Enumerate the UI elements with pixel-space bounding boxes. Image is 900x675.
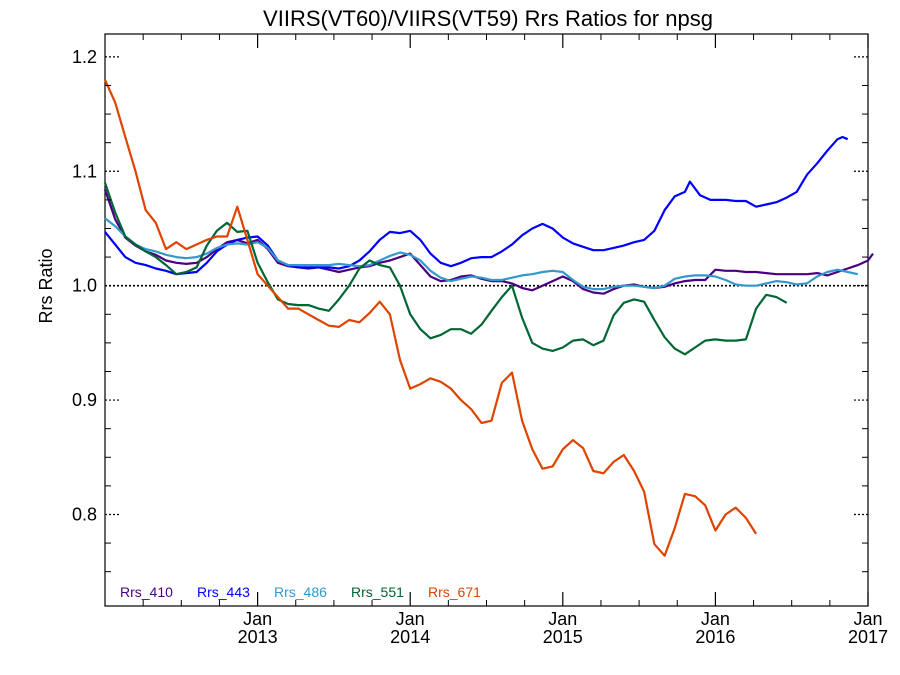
legend: Rrs_410 Rrs_443 Rrs_486 Rrs_551 Rrs_671 [120, 584, 481, 600]
series-line-rrs-671 [103, 79, 758, 557]
series-line-rrs-486 [104, 217, 859, 291]
series-line-rrs-551 [103, 182, 788, 356]
legend-entry: Rrs_671 [428, 584, 481, 600]
y-axis-label: Rrs Ratio [36, 248, 56, 323]
y-tick-label: 1.1 [72, 161, 97, 181]
axis-layer: 0.80.91.01.11.2Jan2013Jan2014Jan2015Jan2… [72, 34, 888, 647]
x-tick-month: Jan [548, 609, 577, 629]
y-tick-label: 1.2 [72, 47, 97, 67]
chart-title: VIIRS(VT60)/VIIRS(VT59) Rrs Ratios for n… [263, 6, 713, 31]
legend-entry: Rrs_551 [351, 584, 404, 600]
plot-frame [104, 33, 869, 607]
x-tick-year: 2016 [695, 627, 735, 647]
x-tick-month: Jan [853, 609, 882, 629]
x-tick-year: 2017 [848, 627, 888, 647]
x-tick-year: 2015 [543, 627, 583, 647]
x-tick-year: 2014 [390, 627, 430, 647]
legend-entry: Rrs_443 [197, 584, 250, 600]
y-tick-label: 0.9 [72, 390, 97, 410]
x-tick-month: Jan [701, 609, 730, 629]
y-tick-label: 0.8 [72, 504, 97, 524]
x-tick-month: Jan [396, 609, 425, 629]
legend-entry: Rrs_486 [274, 584, 327, 600]
series-line-rrs-443 [104, 135, 849, 276]
legend-entry: Rrs_410 [120, 584, 173, 600]
x-tick-year: 2013 [238, 627, 278, 647]
series-layer [103, 79, 874, 557]
x-tick-month: Jan [243, 609, 272, 629]
y-tick-label: 1.0 [72, 276, 97, 296]
